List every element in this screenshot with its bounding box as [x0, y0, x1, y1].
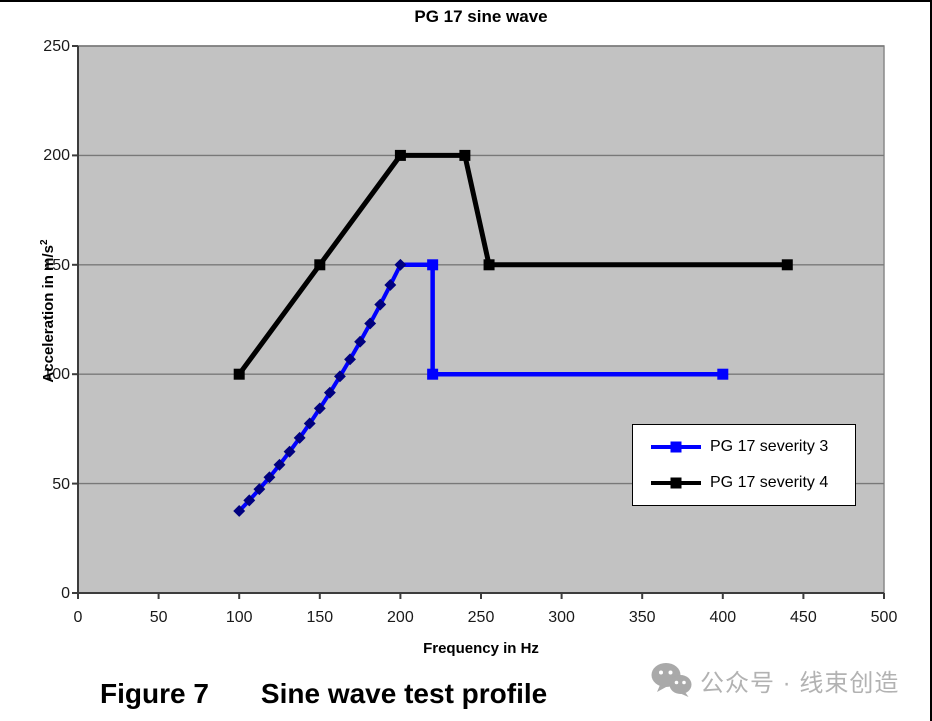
legend-item-1: PG 17 severity 3 — [633, 438, 855, 456]
x-tick-label-250: 250 — [467, 609, 495, 626]
chart-title: PG 17 sine wave — [414, 7, 548, 26]
y-tick-label-100: 100 — [43, 366, 70, 384]
legend-sample-line — [651, 441, 701, 454]
watermark: 公众号 · 线束创造 — [650, 662, 899, 698]
series-severity4-marker — [233, 368, 245, 380]
series-severity4-marker — [483, 259, 495, 271]
y-tick-label-50: 50 — [52, 475, 70, 493]
chart-legend: PG 17 severity 3 PG 17 severity 4 — [632, 424, 856, 506]
legend-label: PG 17 severity 4 — [710, 474, 829, 491]
series-severity4-line — [237, 152, 788, 376]
y-tick-label-0: 0 — [61, 585, 70, 602]
series-severity4-marker — [459, 149, 471, 161]
x-tick-label-400: 400 — [709, 609, 737, 626]
figure-caption-label: Figure 7 — [100, 678, 209, 709]
page-border-right — [930, 0, 932, 721]
wechat-icon — [651, 663, 692, 697]
x-tick-label-100: 100 — [225, 609, 253, 626]
caption-gap — [209, 678, 261, 710]
figure-caption-text: Sine wave test profile — [260, 678, 548, 709]
series-severity3-marker — [717, 368, 729, 380]
y-tick-label-250: 250 — [43, 38, 70, 55]
legend-sample-line — [651, 477, 701, 490]
y-tick-label-200: 200 — [43, 147, 70, 165]
x-tick-label-500: 500 — [870, 609, 898, 626]
x-tick-label-200: 200 — [387, 609, 414, 626]
legend-label: PG 17 severity 3 — [710, 438, 829, 455]
x-axis-title: Frequency in Hz — [423, 640, 539, 657]
series-severity4-marker — [314, 259, 326, 271]
series-severity3-line — [400, 262, 723, 377]
legend-item-2: PG 17 severity 4 — [633, 474, 855, 492]
x-tick-label-0: 0 — [73, 609, 83, 626]
plot-background — [77, 45, 885, 594]
series-severity4-marker — [394, 149, 406, 161]
series-severity4-marker — [781, 259, 793, 271]
x-tick-label-450: 450 — [790, 609, 817, 626]
x-tick-label-150: 150 — [306, 609, 334, 626]
y-axis-superscript: 2 — [39, 239, 50, 245]
y-axis-title: Acceleration in m/s2 — [39, 239, 57, 383]
x-tick-label-300: 300 — [548, 609, 575, 626]
x-tick-label-350: 350 — [628, 609, 656, 626]
series-severity3-marker — [427, 368, 439, 380]
series-severity3-marker — [427, 259, 439, 271]
page-border-top — [0, 0, 932, 2]
x-tick-label-50: 50 — [149, 609, 168, 626]
figure-caption: Figure 7 Sine wave test profile — [100, 678, 547, 710]
watermark-text: 公众号 · 线束创造 — [700, 669, 900, 697]
y-tick-label-150: 150 — [43, 256, 70, 274]
